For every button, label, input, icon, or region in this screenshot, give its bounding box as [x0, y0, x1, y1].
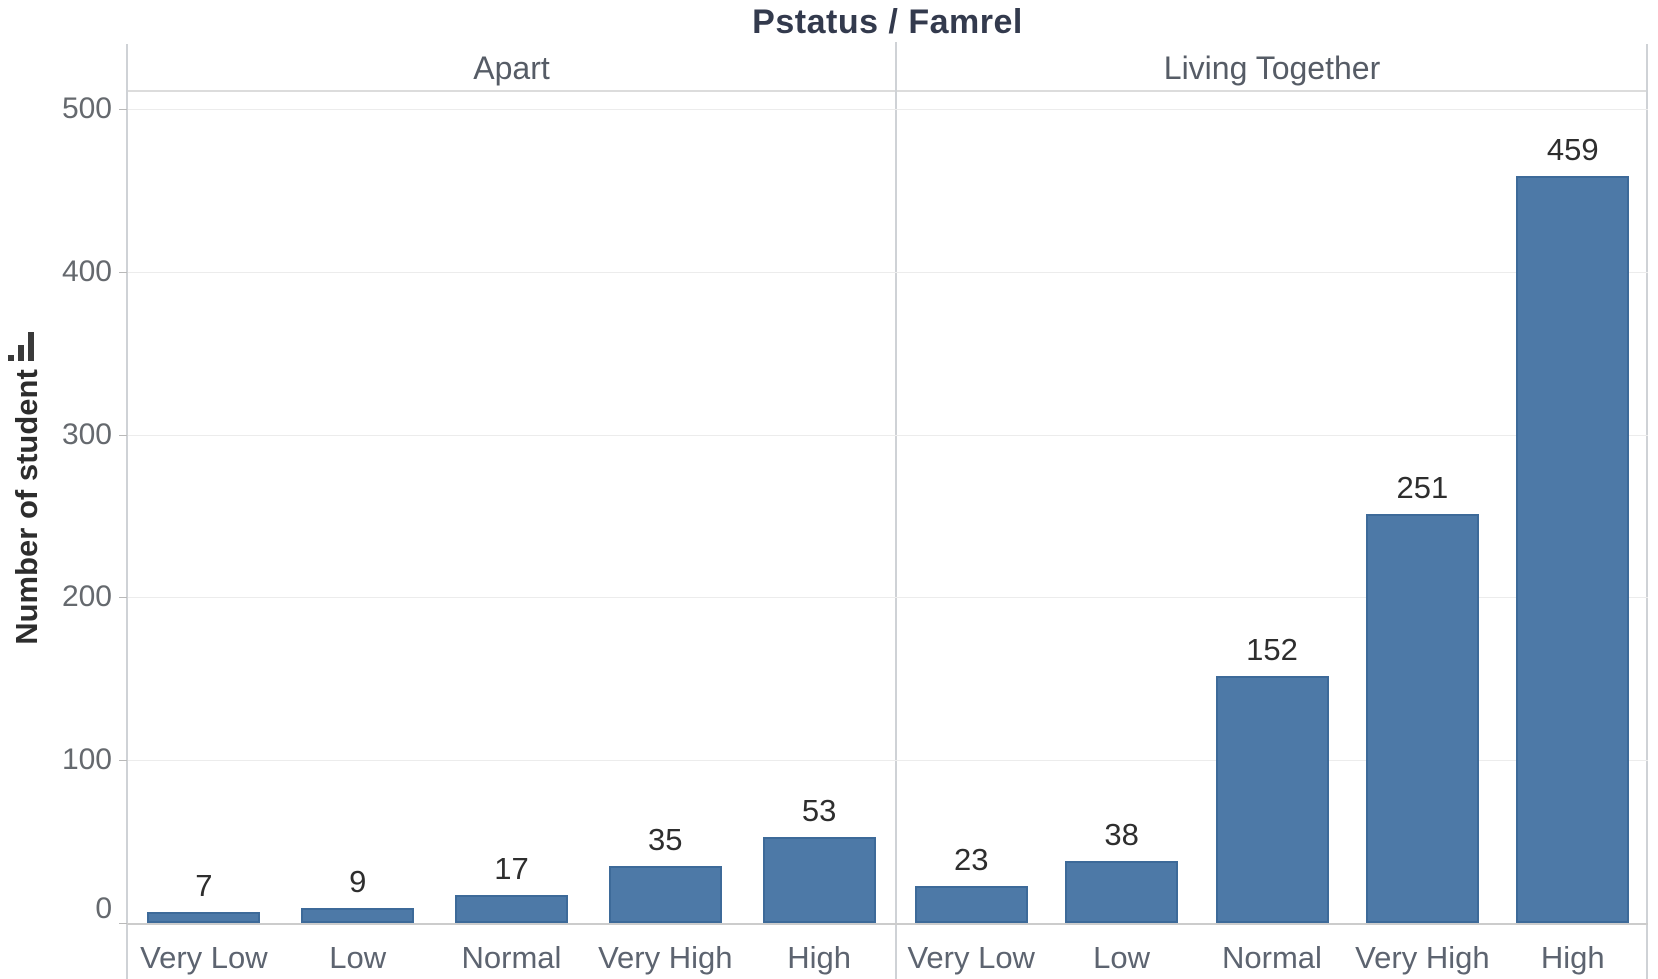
- bar-value-label: 251: [1396, 470, 1449, 506]
- y-tick-mark-500: [119, 109, 127, 110]
- category-label-normal: Normal: [1222, 940, 1322, 975]
- y-tick-label-500: 500: [61, 92, 112, 125]
- y-gridline-100: [128, 760, 1648, 762]
- bar-apart-high[interactable]: [762, 836, 876, 923]
- y-tick-mark-300: [119, 434, 127, 436]
- category-label-low: Low: [329, 940, 387, 975]
- y-tick-label-400: 400: [61, 254, 112, 288]
- y-tick-label-100: 100: [61, 743, 112, 777]
- bar-apart-very-high[interactable]: [608, 866, 722, 923]
- bar-value-label: 17: [494, 851, 529, 887]
- y-gridline-400: [128, 271, 1648, 273]
- bar-value-label: 23: [953, 841, 989, 877]
- y-tick-mark-0: [119, 923, 127, 924]
- left-axis-line: [126, 44, 128, 979]
- y-gridline-200: [128, 597, 1648, 599]
- category-label-very-high: Very High: [1355, 940, 1490, 975]
- category-label-high: High: [787, 940, 851, 975]
- y-tick-mark-200: [119, 597, 127, 599]
- y-tick-mark-100: [119, 760, 127, 762]
- bar-value-label: 38: [1104, 817, 1139, 853]
- panel-header-living-together: Living Together: [1163, 50, 1381, 86]
- right-border-line: [1646, 44, 1648, 979]
- bar-value-label: 53: [801, 792, 837, 828]
- x-axis-baseline: [127, 923, 1648, 925]
- header-separator-line: [127, 90, 1648, 92]
- bar-apart-normal[interactable]: [455, 895, 568, 923]
- category-label-high: High: [1540, 940, 1605, 975]
- bar-living-together-normal[interactable]: [1215, 675, 1329, 923]
- bar-value-label: 35: [648, 822, 683, 858]
- bar-living-together-high[interactable]: [1516, 175, 1630, 923]
- y-tick-label-0: 0: [95, 892, 112, 925]
- bar-apart-very-low[interactable]: [147, 911, 261, 923]
- panel-header-apart: Apart: [473, 50, 550, 86]
- sort-ascending-bars-icon[interactable]: [8, 331, 36, 361]
- y-tick-mark-400: [119, 271, 127, 273]
- y-gridline-500: [128, 109, 1648, 110]
- bar-living-together-very-high[interactable]: [1365, 514, 1479, 923]
- category-label-very-low: Very Low: [140, 940, 268, 975]
- bar-living-together-very-low[interactable]: [914, 885, 1028, 923]
- bar-value-label: 9: [349, 864, 367, 900]
- y-tick-label-300: 300: [61, 417, 112, 451]
- panel-divider-line: [895, 42, 897, 979]
- y-tick-label-200: 200: [61, 580, 112, 614]
- y-gridline-300: [128, 434, 1648, 436]
- chart-title: Pstatus / Famrel: [752, 3, 1023, 41]
- category-label-very-high: Very High: [598, 940, 733, 975]
- bar-apart-low[interactable]: [301, 908, 415, 923]
- bar-value-label: 459: [1546, 131, 1599, 167]
- bar-value-label: 7: [195, 867, 213, 903]
- bar-value-label: 152: [1246, 631, 1298, 667]
- category-label-normal: Normal: [461, 940, 562, 975]
- category-label-low: Low: [1093, 940, 1151, 975]
- category-label-very-low: Very Low: [907, 940, 1035, 975]
- bar-living-together-low[interactable]: [1065, 861, 1179, 923]
